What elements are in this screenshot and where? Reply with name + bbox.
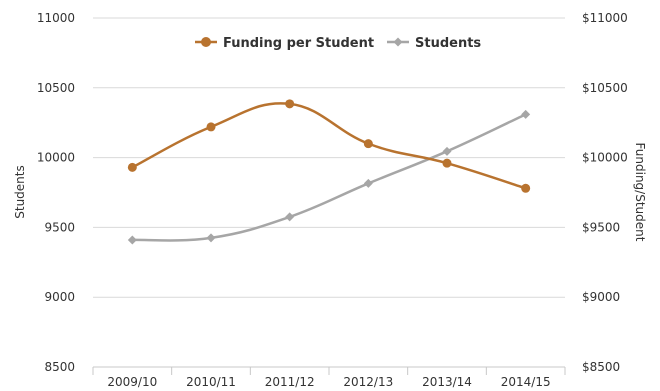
- x-tick-label: 2012/13: [343, 375, 393, 389]
- data-point: [363, 178, 373, 188]
- left-tick-label: 9500: [44, 220, 75, 234]
- right-tick-label: $10000: [582, 151, 628, 165]
- right-axis-title: Funding/Student: [633, 143, 647, 242]
- right-axis-ticks: $8500 $9000 $9500 $10000 $10500 $11000: [582, 11, 628, 374]
- left-tick-label: 10000: [37, 151, 75, 165]
- legend-label: Students: [415, 36, 481, 51]
- left-axis-title: Students: [13, 165, 27, 219]
- right-tick-label: $11000: [582, 11, 628, 25]
- legend-marker: [393, 37, 403, 47]
- right-tick-label: $8500: [582, 360, 620, 374]
- x-tick-label: 2010/11: [186, 375, 236, 389]
- x-tick-label: 2013/14: [422, 375, 472, 389]
- x-tick-label: 2014/15: [501, 375, 551, 389]
- legend: Funding per Student Students: [195, 36, 481, 51]
- series: [127, 99, 531, 245]
- series-line-funding-per-student: [131, 102, 527, 190]
- data-point: [521, 183, 531, 193]
- data-point: [127, 235, 137, 245]
- x-axis-ticks: 2009/10 2010/11 2011/12 2012/13 2013/14 2014/…: [92, 367, 566, 389]
- data-point: [521, 109, 531, 119]
- data-point: [363, 139, 373, 149]
- series-line-students: [132, 113, 527, 242]
- right-tick-label: $9000: [582, 290, 620, 304]
- data-point: [285, 99, 295, 109]
- data-point: [206, 233, 216, 243]
- left-tick-label: 10500: [37, 81, 75, 95]
- gridlines: [93, 17, 565, 368]
- x-tick-label: 2011/12: [265, 375, 315, 389]
- right-tick-label: $9500: [582, 220, 620, 234]
- data-point: [442, 158, 452, 168]
- x-tick-label: 2009/10: [107, 375, 157, 389]
- data-point: [442, 146, 452, 156]
- legend-marker: [201, 37, 211, 47]
- left-tick-label: 9000: [44, 290, 75, 304]
- legend-label: Funding per Student: [223, 36, 374, 51]
- series-students: [127, 109, 531, 245]
- data-point: [206, 122, 216, 132]
- legend-item-students[interactable]: Students: [387, 36, 481, 51]
- left-axis-ticks: 8500 9000 9500 10000 10500 11000: [37, 11, 75, 374]
- series-funding-per-student: [127, 99, 531, 193]
- right-tick-label: $10500: [582, 81, 628, 95]
- data-point: [127, 162, 137, 172]
- data-point: [285, 212, 295, 222]
- left-tick-label: 8500: [44, 360, 75, 374]
- left-tick-label: 11000: [37, 11, 75, 25]
- legend-item-funding-per-student[interactable]: Funding per Student: [195, 36, 374, 51]
